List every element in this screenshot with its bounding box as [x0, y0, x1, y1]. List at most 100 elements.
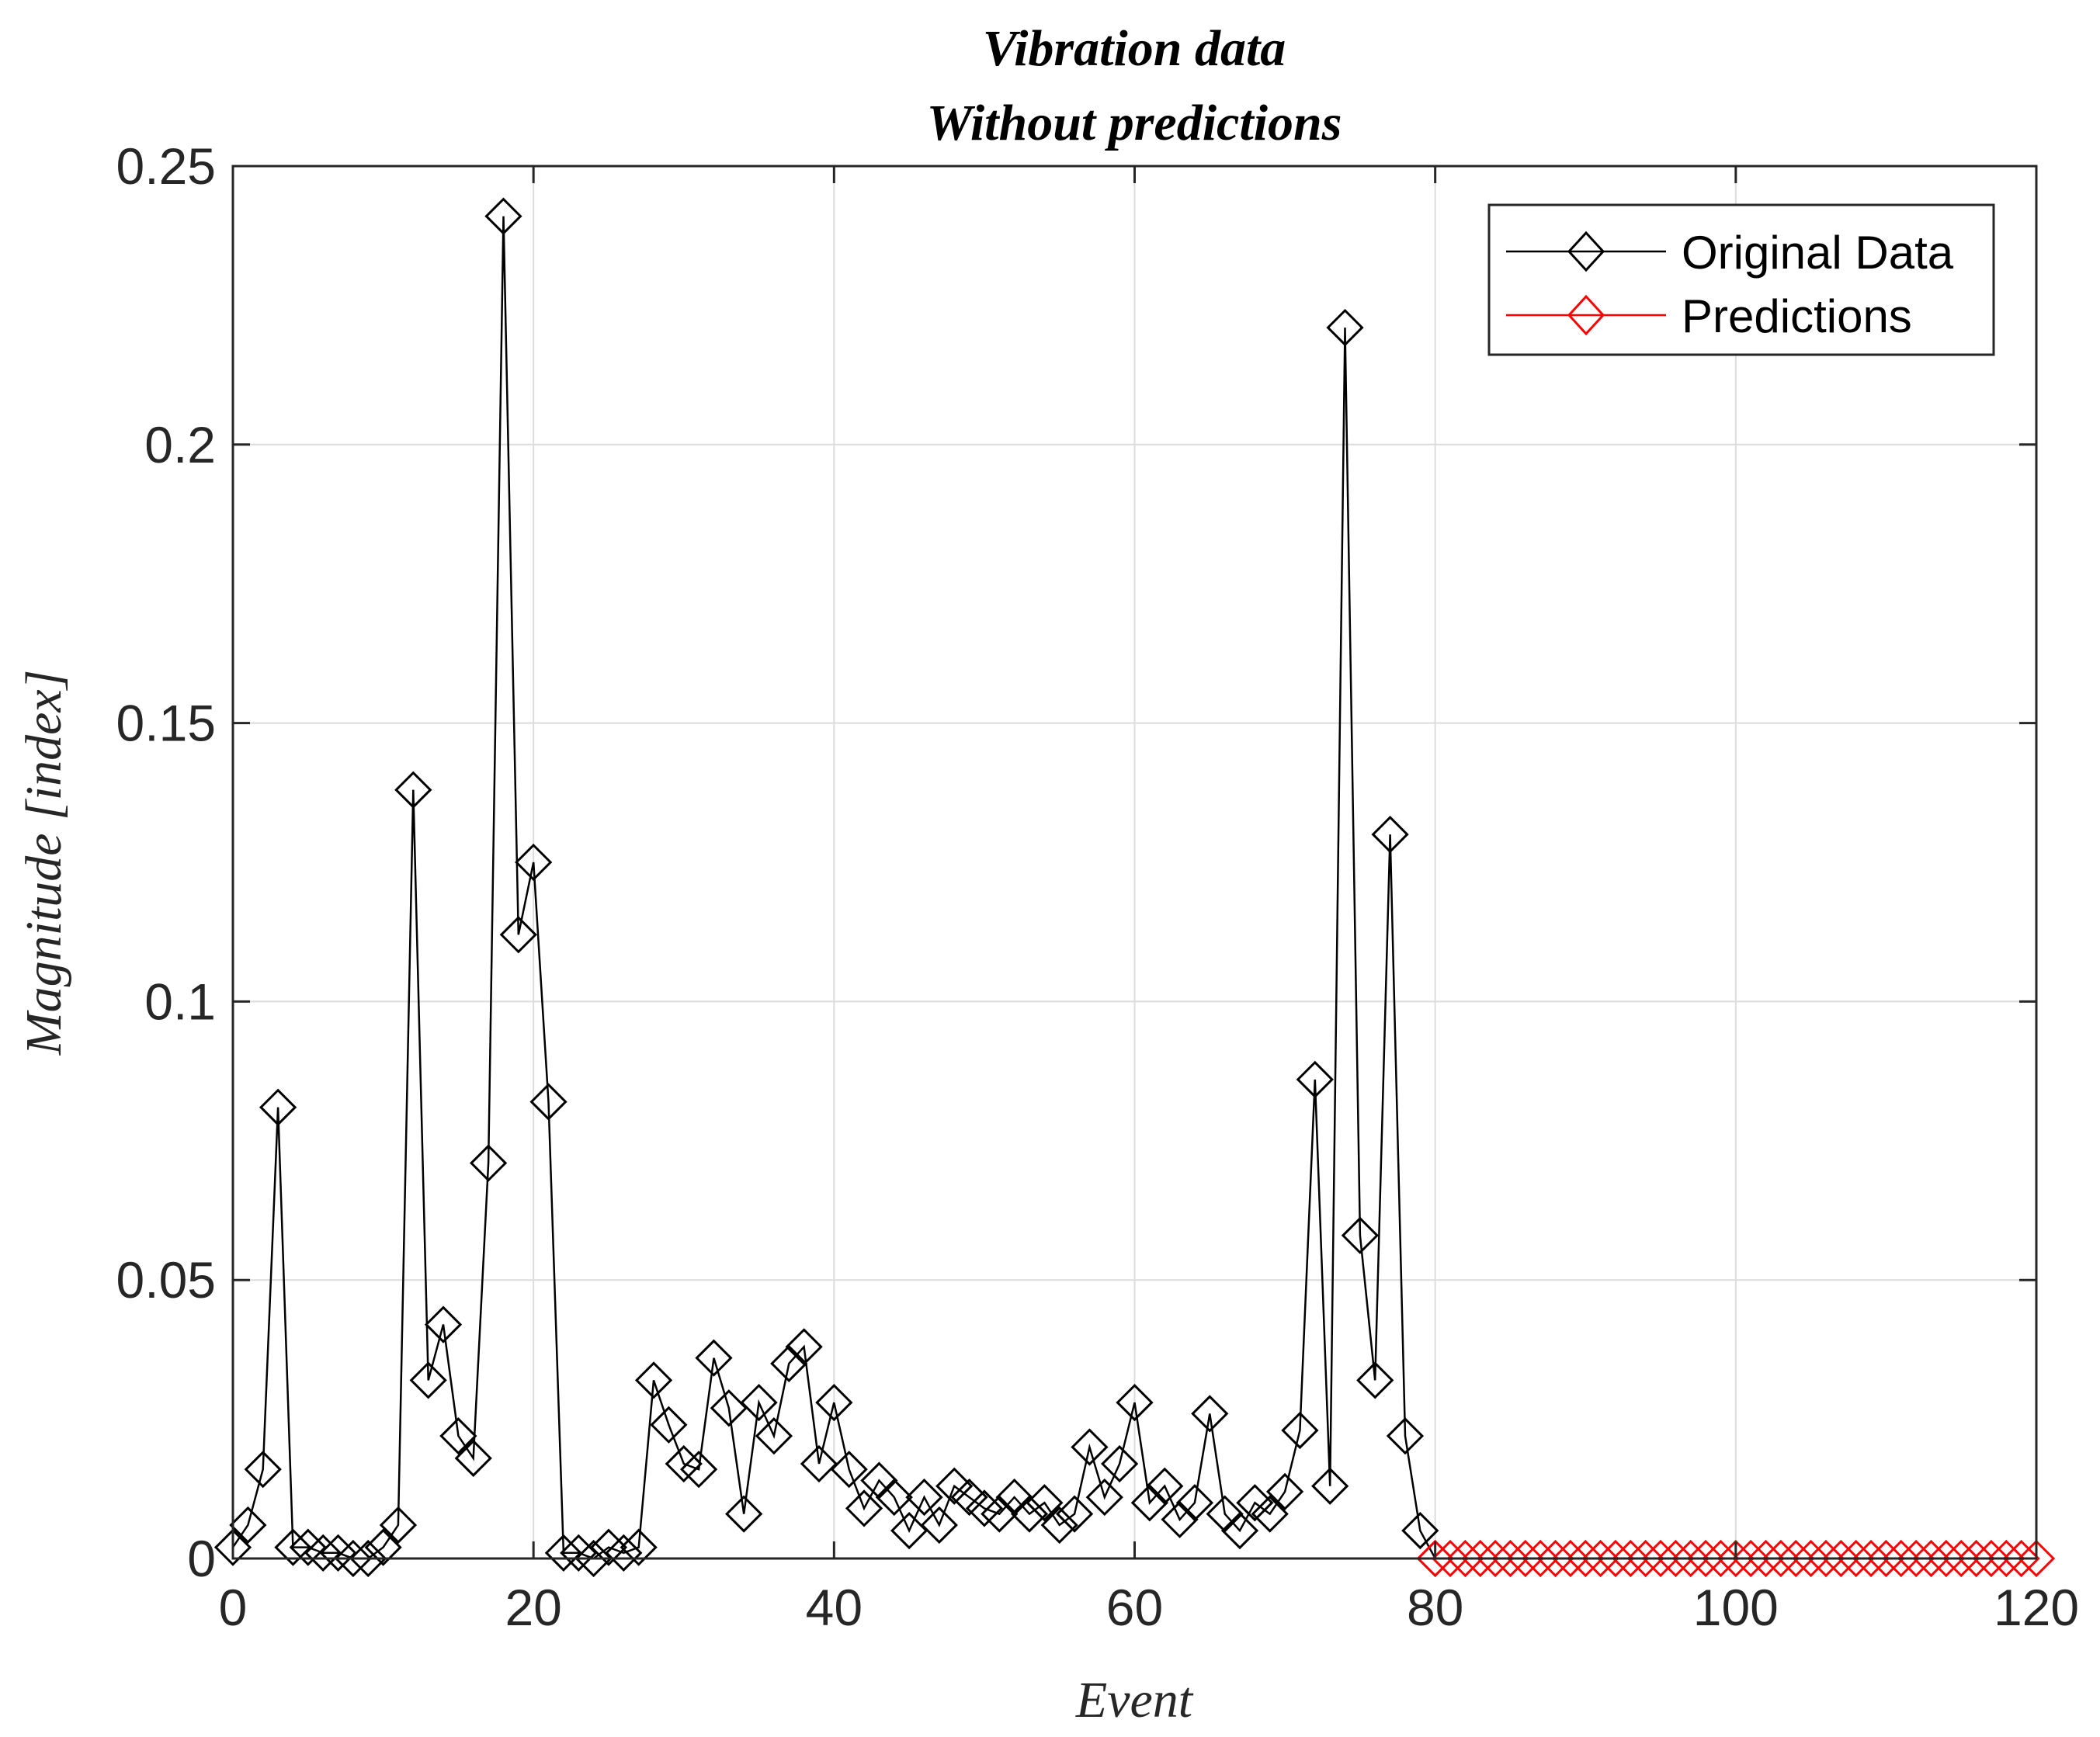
data-point-original-data [815, 1383, 853, 1422]
data-point-original-data [920, 1506, 958, 1545]
data-point-original-data [364, 1528, 402, 1566]
data-point-original-data [1386, 1417, 1425, 1455]
data-point-original-data [830, 1451, 868, 1489]
data-point-predictions [1807, 1539, 1845, 1578]
data-point-original-data [935, 1467, 974, 1505]
data-point-predictions [2017, 1539, 2056, 1578]
data-point-original-data [905, 1478, 943, 1517]
data-point-original-data [1281, 1411, 1319, 1450]
data-point-predictions [1476, 1539, 1515, 1578]
data-point-original-data [244, 1451, 282, 1489]
data-point-original-data [679, 1451, 718, 1489]
data-point-predictions [1551, 1539, 1590, 1578]
data-point-original-data [890, 1511, 929, 1550]
data-point-predictions [1957, 1539, 1995, 1578]
data-point-original-data [484, 197, 522, 235]
data-point-predictions [1867, 1539, 1905, 1578]
data-point-predictions [1852, 1539, 1890, 1578]
data-point-predictions [1882, 1539, 1920, 1578]
data-point-original-data [319, 1534, 357, 1572]
data-point-original-data [785, 1328, 823, 1366]
data-point-predictions [1536, 1539, 1574, 1578]
data-point-predictions [1716, 1539, 1755, 1578]
data-point-original-data [1265, 1472, 1304, 1511]
data-point-original-data [560, 1534, 598, 1572]
series-layer [213, 197, 2056, 1578]
data-point-original-data [1296, 1060, 1334, 1098]
data-point-original-data [1326, 308, 1364, 347]
data-point-predictions [1522, 1539, 1560, 1578]
data-point-original-data [725, 1495, 763, 1533]
data-point-predictions [1431, 1539, 1470, 1578]
data-point-original-data [1220, 1511, 1259, 1550]
data-point-original-data [529, 1083, 568, 1121]
data-point-predictions [1626, 1539, 1664, 1578]
y-tick-label: 0.25 [116, 137, 216, 195]
chart-title-line-2: Without predictions [927, 95, 1342, 151]
data-point-original-data [1206, 1495, 1244, 1533]
data-point-original-data [1371, 815, 1409, 854]
x-tick-label: 120 [1994, 1579, 2079, 1636]
x-tick-label: 60 [1106, 1579, 1163, 1636]
data-point-original-data [589, 1528, 628, 1566]
x-tick-label: 80 [1407, 1579, 1463, 1636]
data-point-original-data [860, 1461, 898, 1500]
data-point-predictions [1987, 1539, 2025, 1578]
data-point-predictions [1747, 1539, 1785, 1578]
data-point-predictions [1581, 1539, 1619, 1578]
data-point-original-data [409, 1361, 447, 1399]
data-point-predictions [1491, 1539, 1529, 1578]
data-point-original-data [1251, 1495, 1289, 1533]
series-line-original-data [231, 216, 1436, 1560]
data-point-original-data [499, 916, 537, 954]
data-point-predictions [1732, 1539, 1770, 1578]
data-point-original-data [1236, 1484, 1274, 1522]
y-axis-label: Magnitude [index] [16, 670, 72, 1056]
data-point-original-data [1085, 1478, 1123, 1517]
data-point-predictions [1762, 1539, 1800, 1578]
legend-label-original: Original Data [1682, 227, 1954, 279]
data-point-predictions [1657, 1539, 1695, 1578]
legend-label-predictions: Predictions [1682, 290, 1912, 342]
data-point-original-data [1071, 1428, 1109, 1466]
data-point-original-data [770, 1344, 808, 1382]
data-point-predictions [1416, 1539, 1454, 1578]
x-axis-label: Event [1075, 1672, 1194, 1728]
data-point-original-data [515, 843, 553, 882]
y-tick-label: 0.05 [116, 1251, 216, 1309]
y-tick-label: 0.15 [116, 695, 216, 752]
data-point-original-data [1175, 1484, 1214, 1522]
data-point-original-data [1311, 1467, 1349, 1505]
data-point-predictions [1897, 1539, 1935, 1578]
data-point-original-data [1010, 1495, 1049, 1533]
data-point-predictions [1942, 1539, 1980, 1578]
data-point-original-data [469, 1144, 508, 1182]
data-point-original-data [1146, 1467, 1184, 1505]
data-point-original-data [710, 1389, 748, 1427]
data-point-original-data [439, 1417, 477, 1455]
data-point-original-data [634, 1361, 673, 1399]
data-point-original-data [1161, 1500, 1199, 1538]
data-point-original-data [394, 771, 432, 809]
data-point-predictions [1777, 1539, 1815, 1578]
x-tick-label: 20 [505, 1579, 561, 1636]
data-point-original-data [965, 1489, 1004, 1527]
data-point-original-data [800, 1444, 838, 1483]
legend-box [1487, 203, 1995, 356]
y-tick-label: 0.2 [144, 416, 216, 473]
data-point-original-data [229, 1506, 267, 1545]
data-point-original-data [424, 1305, 463, 1343]
data-point-original-data [845, 1489, 883, 1527]
data-point-predictions [1461, 1539, 1499, 1578]
data-point-predictions [1612, 1539, 1650, 1578]
data-point-original-data [995, 1478, 1033, 1517]
x-tick-label: 0 [219, 1579, 248, 1636]
x-tick-label: 40 [806, 1579, 863, 1636]
data-point-original-data [740, 1383, 778, 1422]
data-point-predictions [1927, 1539, 1965, 1578]
data-point-original-data [1401, 1511, 1439, 1550]
axis-ticks: 0 20 40 60 80 100 120 0 0.05 0.1 0.15 0.2 0.25 [116, 137, 2080, 1636]
data-point-predictions [2002, 1539, 2040, 1578]
data-point-predictions [1567, 1539, 1605, 1578]
